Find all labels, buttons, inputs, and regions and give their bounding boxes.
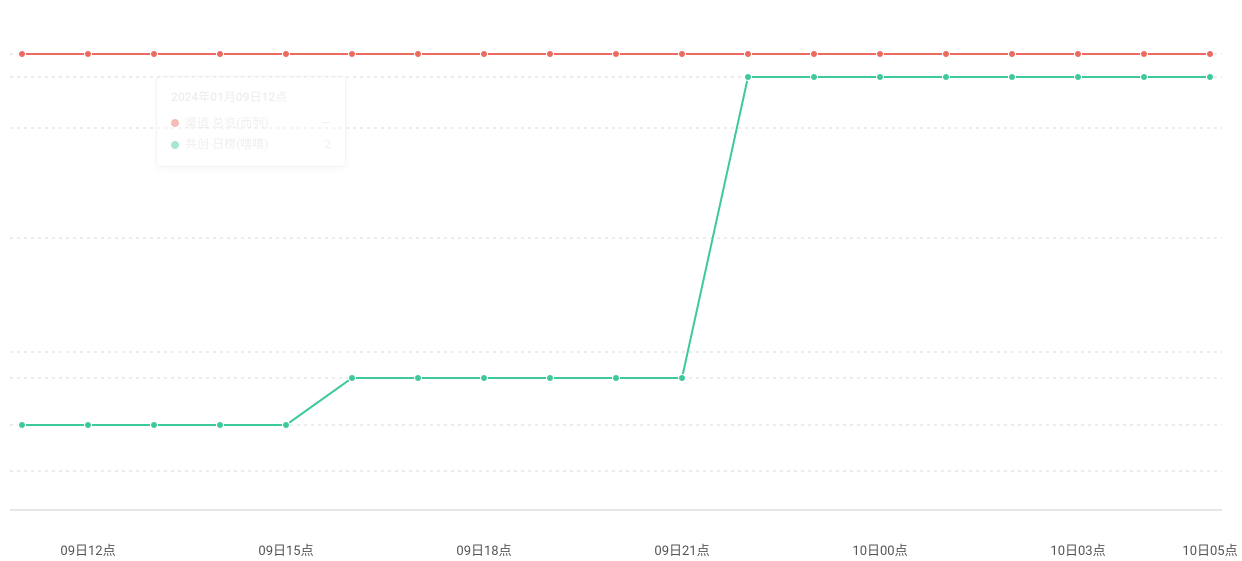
- x-tick-label: 10日00点: [852, 540, 907, 559]
- x-tick-label: 09日15点: [258, 540, 313, 559]
- x-tick-label: 09日12点: [60, 540, 115, 559]
- x-tick-label: 09日18点: [456, 540, 511, 559]
- x-tick-label: 10日05点: [1182, 540, 1237, 559]
- x-tick-label: 10日03点: [1050, 540, 1105, 559]
- x-tick-label: 09日21点: [654, 540, 709, 559]
- chart-svg: [0, 0, 1242, 561]
- line-chart[interactable]: 09日12点 09日15点 09日18点 09日21点 10日00点 10日03点 10日0…: [0, 0, 1242, 561]
